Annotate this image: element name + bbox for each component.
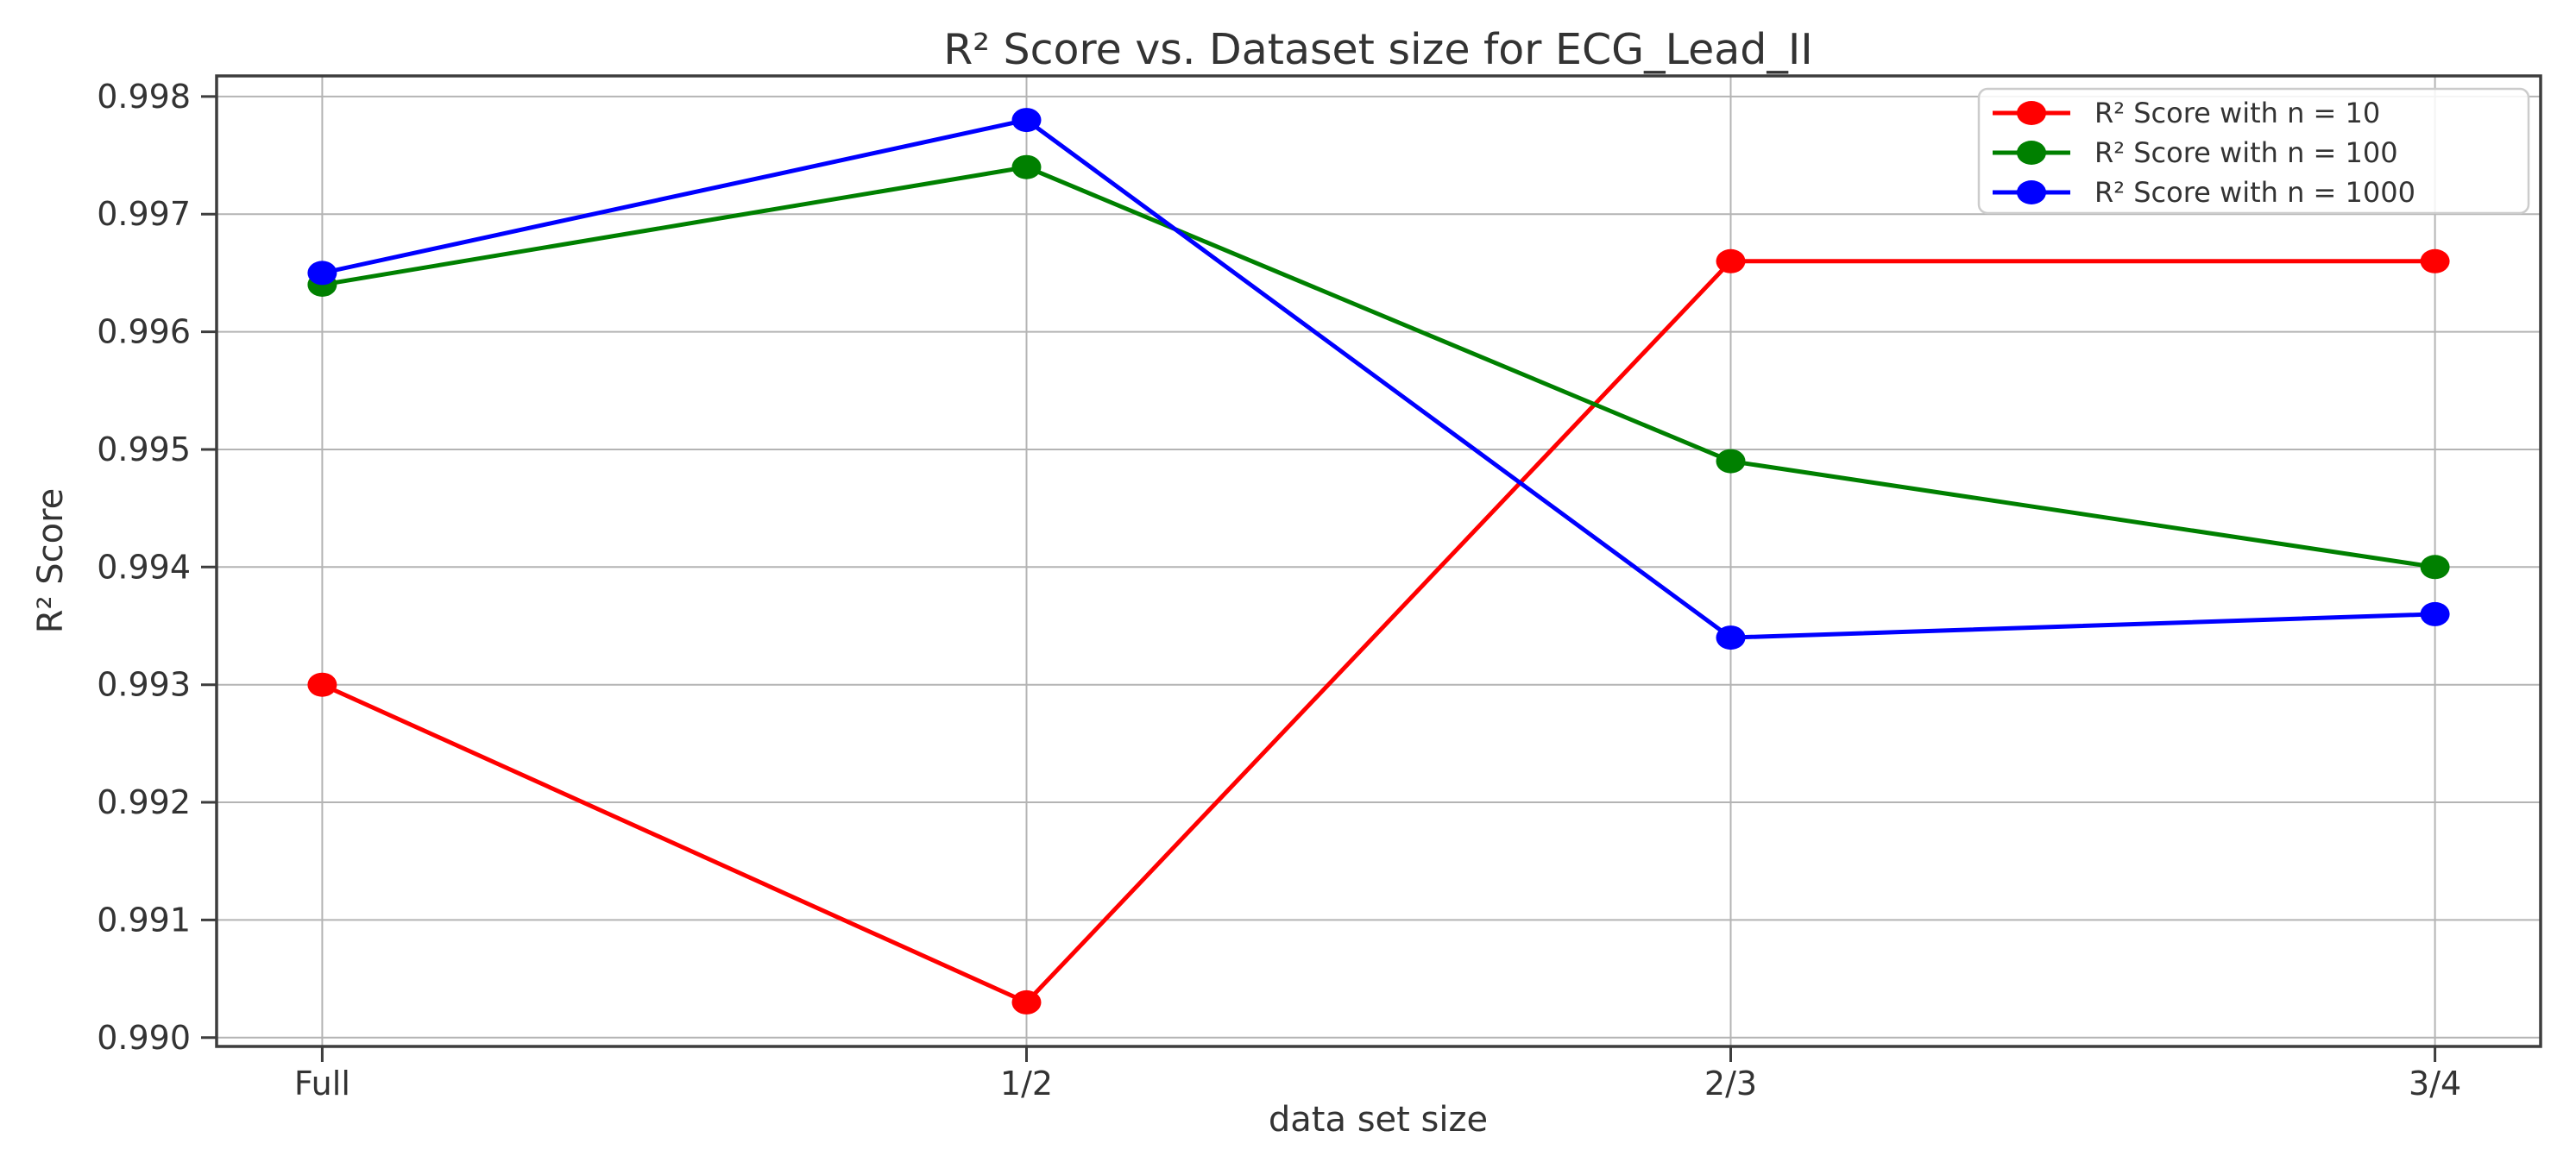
series-layer — [307, 108, 2450, 1015]
x-tick-label: 3/4 — [2409, 1065, 2461, 1103]
data-point-marker — [1011, 990, 1042, 1015]
legend-label: R² Score with n = 1000 — [2094, 176, 2415, 209]
y-axis-label: R² Score — [31, 488, 71, 634]
legend-layer: R² Score with n = 10 R² Score with n = 10… — [1977, 87, 2530, 215]
y-tick-label: 0.990 — [97, 1019, 191, 1057]
data-point-marker — [1011, 154, 1042, 179]
y-tick-label: 0.993 — [97, 666, 191, 704]
x-tick-label: 2/3 — [1704, 1065, 1757, 1103]
data-point-marker — [1716, 248, 1746, 273]
legend-sample-marker — [2017, 180, 2046, 204]
x-axis-label: data set size — [1269, 1100, 1488, 1140]
x-tick-label: Full — [294, 1065, 350, 1103]
legend-label: R² Score with n = 100 — [2094, 136, 2398, 169]
x-tick-label: 1/2 — [1000, 1065, 1053, 1103]
legend-sample-marker — [2017, 141, 2046, 165]
y-tick-label: 0.996 — [97, 313, 191, 351]
series-line — [319, 117, 2438, 640]
data-point-marker — [2420, 555, 2450, 580]
series-line — [319, 165, 2438, 569]
y-tick-label: 0.997 — [97, 195, 191, 233]
axes-spines — [215, 74, 2542, 1048]
y-tick-label: 0.992 — [97, 783, 191, 821]
data-point-marker — [1011, 108, 1042, 133]
axes-layer: 0.990 0.991 0.992 0.993 0.994 0.995 0.996 0.997… — [97, 74, 2542, 1103]
data-point-marker — [2420, 248, 2450, 273]
y-tick-label: 0.998 — [97, 78, 191, 116]
data-point-marker — [307, 672, 337, 697]
data-point-marker — [307, 261, 337, 286]
legend-box — [1977, 87, 2530, 215]
legend-label: R² Score with n = 10 — [2094, 97, 2380, 129]
data-point-marker — [1716, 449, 1746, 474]
chart-title: R² Score vs. Dataset size for ECG_Lead_I… — [943, 25, 1813, 74]
y-tick-label: 0.991 — [97, 901, 191, 939]
data-point-marker — [2420, 601, 2450, 626]
legend-sample-marker — [2017, 101, 2046, 125]
data-point-marker — [1716, 625, 1746, 650]
y-tick-label: 0.994 — [97, 548, 191, 586]
y-tick-label: 0.995 — [97, 430, 191, 468]
series-line — [319, 259, 2438, 1005]
